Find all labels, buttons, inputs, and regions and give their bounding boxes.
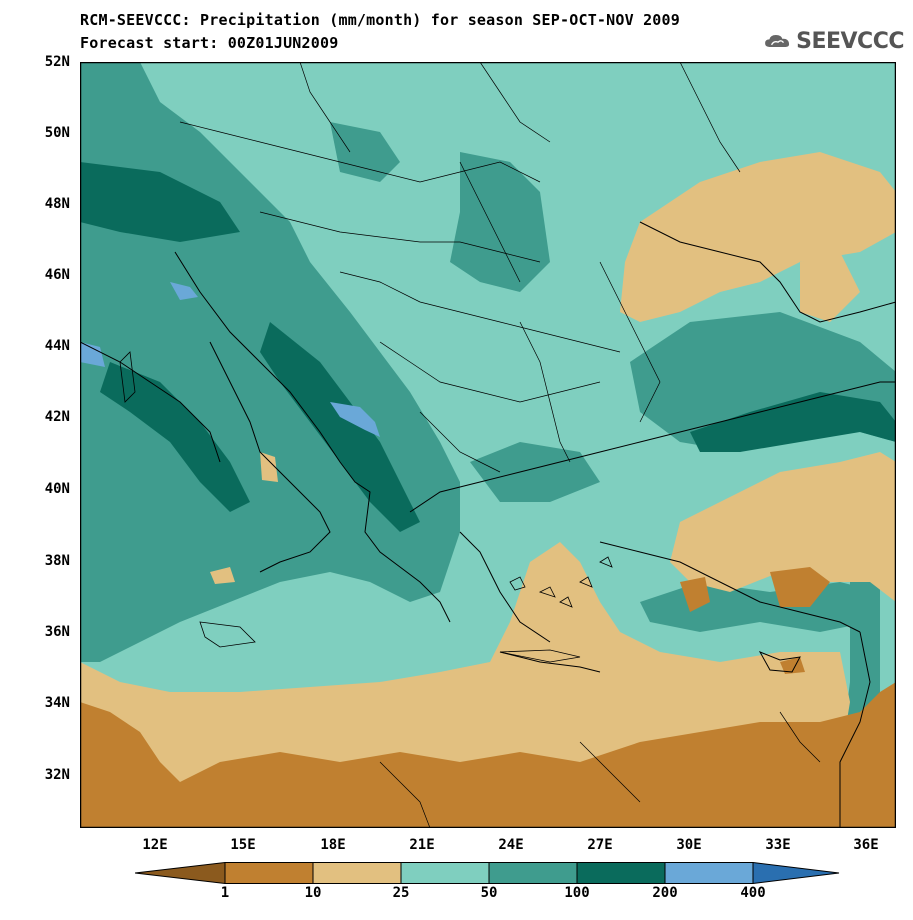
lat-label: 44N bbox=[44, 338, 70, 354]
logo-text: SEEVCCC bbox=[796, 28, 904, 54]
lat-label: 32N bbox=[44, 767, 70, 783]
lat-label: 50N bbox=[44, 125, 70, 141]
map-title: RCM-SEEVCCC: Precipitation (mm/month) fo… bbox=[80, 11, 680, 29]
cloud-icon bbox=[765, 35, 790, 47]
colorbar-label: 1 bbox=[220, 885, 230, 901]
lon-label: 12E bbox=[142, 837, 168, 853]
precip-200-400-areas bbox=[80, 282, 380, 437]
lat-label: 42N bbox=[44, 409, 70, 425]
forecast-start-label: Forecast start: 00Z01JUN2009 bbox=[80, 34, 339, 52]
colorbar-label: 50 bbox=[480, 885, 498, 901]
coastlines bbox=[80, 221, 896, 828]
lat-label: 34N bbox=[44, 695, 70, 711]
colorbar-segment bbox=[312, 862, 402, 884]
islands bbox=[119, 351, 613, 663]
lon-label: 33E bbox=[765, 837, 791, 853]
lon-label: 30E bbox=[676, 837, 702, 853]
lon-label: 15E bbox=[230, 837, 256, 853]
colorbar-label: 10 bbox=[304, 885, 322, 901]
lon-label: 24E bbox=[498, 837, 524, 853]
colorbar-segment bbox=[752, 862, 840, 884]
colorbar-segment bbox=[400, 862, 490, 884]
lon-label: 21E bbox=[409, 837, 435, 853]
colorbar-segment bbox=[135, 862, 226, 884]
lat-label: 48N bbox=[44, 196, 70, 212]
lat-label: 52N bbox=[44, 54, 70, 70]
precip-1-10-areas bbox=[80, 567, 896, 828]
colorbar-segment bbox=[664, 862, 754, 884]
colorbar-label: 100 bbox=[564, 885, 590, 901]
precipitation-map bbox=[80, 62, 896, 828]
colorbar-label: 200 bbox=[652, 885, 678, 901]
lat-label: 40N bbox=[44, 481, 70, 497]
colorbar-label: 400 bbox=[740, 885, 766, 901]
map-frame bbox=[80, 62, 896, 828]
colorbar-segment bbox=[488, 862, 578, 884]
colorbar bbox=[135, 862, 840, 884]
lat-label: 38N bbox=[44, 553, 70, 569]
colorbar-segment bbox=[224, 862, 314, 884]
lon-label: 18E bbox=[320, 837, 346, 853]
lon-label: 36E bbox=[853, 837, 879, 853]
country-borders bbox=[179, 62, 821, 828]
lon-label: 27E bbox=[587, 837, 613, 853]
lat-label: 36N bbox=[44, 624, 70, 640]
seevccc-logo: SEEVCCC bbox=[764, 24, 904, 58]
lat-label: 46N bbox=[44, 267, 70, 283]
colorbar-segment bbox=[576, 862, 666, 884]
precip-100-200-areas bbox=[80, 162, 896, 532]
colorbar-label: 25 bbox=[392, 885, 410, 901]
